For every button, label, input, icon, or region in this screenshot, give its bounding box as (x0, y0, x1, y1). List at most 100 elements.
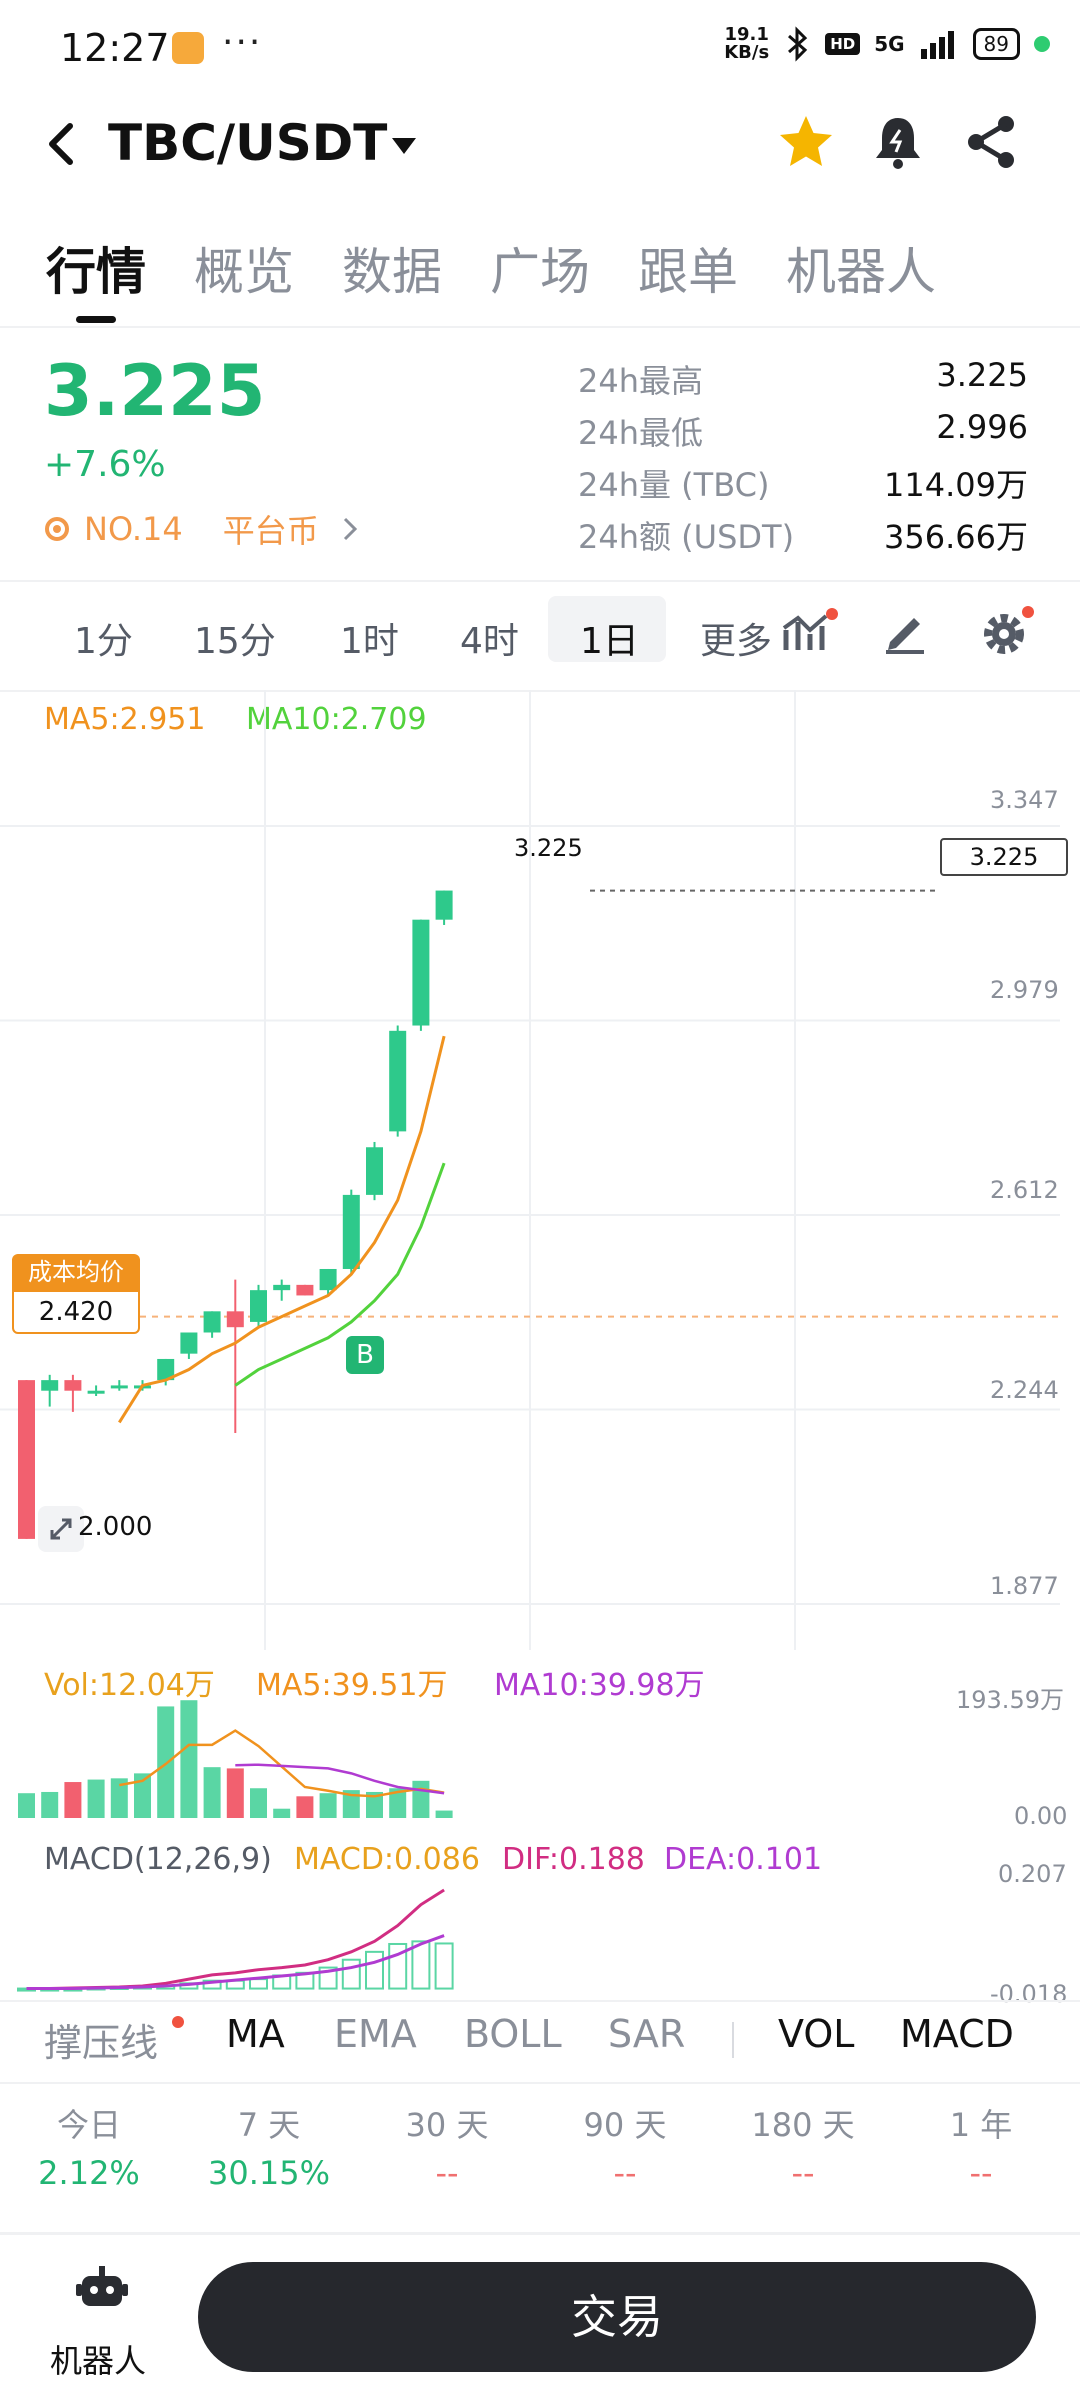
indicator-separator (732, 2022, 734, 2058)
volume-bar (110, 1778, 128, 1818)
interval-more[interactable]: 更多 (700, 621, 770, 662)
ma10-line (234, 1162, 446, 1387)
dea-legend: DEA:0.101 (664, 1842, 823, 1877)
tab-square[interactable]: 广场 (490, 243, 590, 301)
buy-marker[interactable]: B (346, 1336, 384, 1374)
interval-1h[interactable]: 1时 (340, 621, 399, 662)
indicator-boll[interactable]: BOLL (464, 2012, 562, 2056)
volume-bar (296, 1796, 314, 1818)
indicator-macd[interactable]: MACD (900, 2012, 1014, 2056)
low-price-label: 2.000 (78, 1512, 153, 1542)
back-arrow-icon[interactable] (44, 120, 80, 168)
status-bar: 12:27 ··· 19.1 KB/s HD 5G 89 (0, 0, 1080, 96)
macd-bar (434, 1942, 454, 1990)
candle (389, 1030, 407, 1132)
star-icon[interactable] (776, 112, 836, 172)
volume-bar (342, 1790, 360, 1818)
volume-bar (64, 1782, 82, 1818)
bluetooth-icon (788, 26, 808, 62)
stat-volume-label: 24h量 (TBC) (578, 466, 770, 504)
draw-pencil-icon[interactable] (880, 606, 930, 656)
candle (319, 1268, 337, 1291)
perf-label-180d: 180 天 (751, 2106, 855, 2144)
macd-legend-name: MACD(12,26,9) (44, 1842, 272, 1877)
pair-title[interactable]: TBC/USDT (108, 114, 388, 172)
macd-legend-value: MACD:0.086 (294, 1842, 480, 1877)
indicator-ma[interactable]: MA (226, 2012, 285, 2056)
perf-label-7d: 7 天 (237, 2106, 301, 2144)
tab-copy-trading[interactable]: 跟单 (638, 243, 738, 301)
indicator-ema[interactable]: EMA (334, 2012, 417, 2056)
price-change: +7.6% (44, 444, 166, 485)
macd-chart[interactable] (0, 1880, 1080, 2000)
active-interval-bg (548, 596, 666, 662)
divider (0, 2232, 1080, 2235)
expand-icon[interactable] (38, 1506, 84, 1552)
candle (412, 919, 430, 1026)
indicator-vol[interactable]: VOL (778, 2012, 855, 2056)
price-axis-label: 2.612 (990, 1176, 1059, 1204)
interval-15m[interactable]: 15分 (194, 621, 276, 662)
perf-value-7d: 30.15% (207, 2154, 330, 2192)
perf-value-90d: -- (613, 2154, 637, 2192)
stat-high-value: 3.225 (936, 356, 1028, 394)
battery-icon: 89 (972, 28, 1020, 60)
ma10-legend: MA10:2.709 (246, 702, 427, 737)
divider (0, 2082, 1080, 2084)
stat-low-label: 24h最低 (578, 414, 704, 452)
robot-icon[interactable] (74, 2262, 130, 2318)
volume-bar (273, 1808, 291, 1818)
interval-4h[interactable]: 4时 (460, 621, 519, 662)
vol-ma10-line (235, 1763, 445, 1795)
tab-data[interactable]: 数据 (342, 243, 442, 301)
network-type: 5G (874, 32, 905, 56)
volume-bar (180, 1700, 198, 1818)
vol-axis-min: 0.00 (1014, 1802, 1068, 1830)
category-label: 平台币 (222, 512, 319, 550)
camera-indicator-dot (1034, 36, 1050, 52)
share-icon[interactable] (964, 112, 1020, 172)
more-notifications-icon: ··· (222, 22, 263, 63)
perf-value-180d: -- (791, 2154, 815, 2192)
candle (87, 1390, 105, 1394)
rank-label: NO.14 (84, 510, 183, 548)
candle (366, 1147, 383, 1195)
tab-bots[interactable]: 机器人 (786, 243, 936, 301)
macd-bar (202, 1979, 222, 1990)
interval-1d[interactable]: 1日 (580, 621, 639, 662)
perf-label-30d: 30 天 (405, 2106, 489, 2144)
interval-1m[interactable]: 1分 (74, 621, 133, 662)
stat-high-label: 24h最高 (578, 362, 704, 400)
stat-low-value: 2.996 (936, 408, 1028, 446)
volume-bar (226, 1768, 244, 1818)
stat-turnover-label: 24h额 (USDT) (578, 518, 795, 556)
indicator-sar[interactable]: SAR (608, 2012, 686, 2056)
candle (41, 1380, 59, 1391)
indicator-icon[interactable] (780, 606, 840, 656)
volume-bar (87, 1779, 105, 1818)
new-dot (172, 2016, 184, 2028)
price-axis-label: 1.877 (990, 1572, 1059, 1600)
divider (0, 690, 1080, 692)
volume-chart[interactable] (0, 1690, 1080, 1830)
status-time: 12:27 (60, 26, 170, 70)
divider (0, 2000, 1080, 2002)
candle (226, 1311, 244, 1328)
robot-label[interactable]: 机器人 (50, 2342, 147, 2380)
macd-bar (341, 1958, 361, 1990)
candle (157, 1358, 175, 1381)
tab-overview[interactable]: 概览 (194, 243, 294, 301)
candlestick-chart[interactable] (0, 690, 1080, 1650)
rank-row[interactable]: NO.14 平台币 (44, 506, 359, 552)
settings-gear-icon[interactable] (978, 604, 1038, 658)
candle (273, 1284, 291, 1291)
support-resistance-tab[interactable]: 撑压线 (44, 2021, 159, 2065)
tab-market[interactable]: 行情 (46, 243, 146, 301)
last-price: 3.225 (44, 350, 266, 432)
trade-button[interactable]: 交易 (198, 2262, 1036, 2372)
macd-bar (318, 1966, 338, 1990)
dropdown-caret-icon[interactable] (390, 136, 418, 156)
volume-bar (18, 1793, 35, 1818)
macd-axis-min: -0.018 (990, 1980, 1068, 2008)
bell-icon[interactable] (870, 112, 926, 172)
